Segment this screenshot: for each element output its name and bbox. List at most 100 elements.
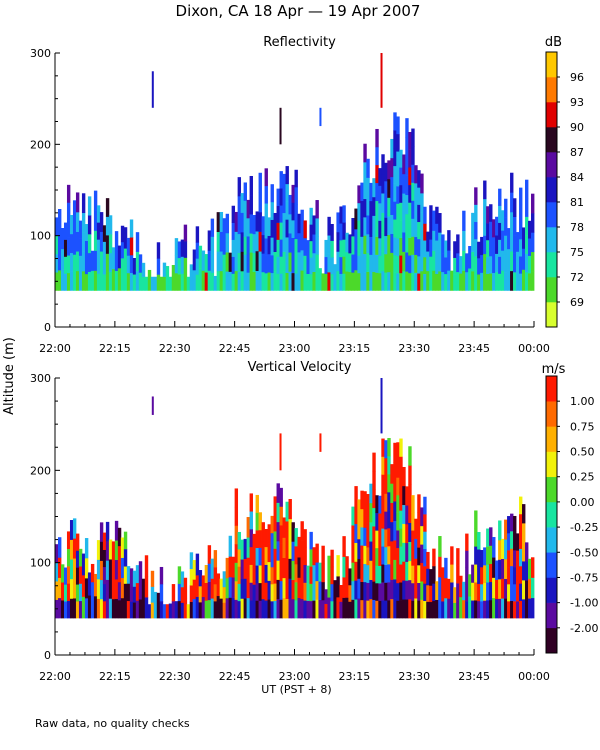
heatmap-cell — [360, 218, 364, 237]
heatmap-cell — [369, 218, 373, 237]
heatmap-cell — [234, 211, 239, 232]
heatmap-cell — [504, 598, 508, 619]
heatmap-cell — [525, 198, 529, 217]
heatmap-cell — [399, 546, 403, 565]
heatmap-cell — [522, 227, 526, 249]
heatmap-cell — [321, 545, 325, 565]
heatmap-cell — [234, 599, 239, 619]
heatmap-cell — [408, 484, 412, 504]
heatmap-cell — [528, 558, 532, 579]
heatmap-cell — [339, 585, 343, 602]
heatmap-cell — [426, 270, 430, 291]
colorbar-tick-label: -1.00 — [570, 597, 598, 610]
heatmap-cell — [348, 271, 352, 291]
heatmap-cell — [99, 270, 104, 291]
heatmap-cell — [81, 251, 86, 272]
heatmap-cell — [318, 562, 322, 582]
heatmap-cell — [288, 558, 292, 579]
heatmap-cell — [150, 276, 155, 291]
heatmap-cell — [411, 582, 415, 601]
heatmap-cell — [249, 214, 253, 234]
heatmap-cell — [60, 248, 65, 270]
heatmap-cell — [378, 168, 382, 186]
heatmap-cell — [495, 216, 499, 236]
heatmap-cell — [408, 465, 412, 485]
heatmap-cell — [354, 504, 358, 525]
heatmap-cell — [273, 531, 277, 549]
heatmap-cell — [408, 202, 412, 221]
heatmap-cell — [441, 271, 445, 291]
heatmap-cell — [375, 200, 379, 219]
heatmap-cell — [396, 477, 400, 496]
colorbar-swatch — [546, 602, 557, 629]
heatmap-cell — [297, 232, 301, 253]
heatmap-cell — [93, 573, 98, 597]
heatmap-cell — [342, 536, 346, 557]
heatmap-cell — [471, 564, 475, 583]
heatmap-cell — [306, 273, 310, 291]
heatmap-cell — [75, 251, 80, 272]
heatmap-cell — [198, 602, 203, 619]
heatmap-cell — [321, 563, 325, 583]
heatmap-cell — [294, 238, 298, 257]
x-tick-label: 22:15 — [99, 670, 131, 683]
heatmap-cell — [507, 584, 511, 602]
heatmap-cell — [462, 270, 466, 291]
heatmap-cell — [393, 201, 397, 220]
heatmap-cell — [378, 203, 382, 221]
heatmap-cell — [282, 173, 286, 194]
heatmap-cell — [381, 251, 385, 272]
heatmap-cell — [378, 220, 382, 239]
heatmap-cell — [132, 570, 137, 587]
heatmap-cell — [318, 599, 322, 619]
x-tick-label: 22:15 — [99, 342, 131, 355]
colorbar-swatch — [546, 227, 557, 253]
heatmap-cell — [435, 223, 439, 241]
heatmap-cell — [492, 237, 496, 256]
heatmap-cell — [390, 195, 394, 215]
heatmap-cell — [420, 525, 424, 545]
heatmap-cell — [276, 239, 280, 257]
heatmap-cell — [393, 237, 397, 256]
heatmap-cell — [228, 576, 233, 598]
heatmap-cell — [354, 486, 358, 506]
heatmap-cell — [468, 246, 472, 269]
heatmap-cell — [510, 548, 514, 567]
heatmap-cell — [207, 581, 212, 601]
heatmap-cell — [453, 257, 457, 275]
heatmap-cell — [396, 442, 400, 461]
heatmap-cell — [411, 565, 415, 584]
heatmap-cell — [81, 193, 86, 214]
heatmap-cell — [393, 579, 397, 599]
heatmap-cell — [360, 200, 364, 219]
heatmap-cell — [330, 549, 334, 568]
heatmap-cell — [342, 222, 346, 240]
heatmap-cell — [459, 575, 463, 598]
heatmap-cell — [264, 600, 268, 619]
heatmap-cell — [513, 515, 517, 534]
heatmap-cell — [285, 219, 289, 238]
heatmap-cell — [96, 239, 101, 257]
heatmap-cell — [195, 258, 200, 275]
heatmap-cell — [375, 218, 379, 237]
heatmap-cell — [258, 582, 262, 601]
heatmap-cell — [90, 270, 95, 291]
heatmap-cell — [282, 537, 286, 558]
heatmap-cell — [510, 172, 514, 193]
heatmap-cell — [270, 272, 274, 291]
heatmap-cell — [303, 564, 307, 583]
heatmap-cell — [87, 271, 92, 291]
heatmap-cell — [129, 568, 134, 586]
heatmap-cell — [141, 598, 146, 619]
heatmap-cell — [72, 236, 77, 255]
heatmap-cell — [207, 545, 212, 564]
heatmap-cell — [519, 513, 523, 532]
heatmap-cell — [303, 600, 307, 619]
heatmap-cell — [462, 599, 466, 619]
heatmap-cell — [450, 564, 454, 583]
heatmap-cell — [264, 529, 268, 548]
heatmap-cell — [189, 568, 194, 586]
heatmap-cell — [510, 600, 514, 619]
heatmap-cell — [396, 151, 400, 169]
heatmap-cell — [234, 488, 239, 508]
